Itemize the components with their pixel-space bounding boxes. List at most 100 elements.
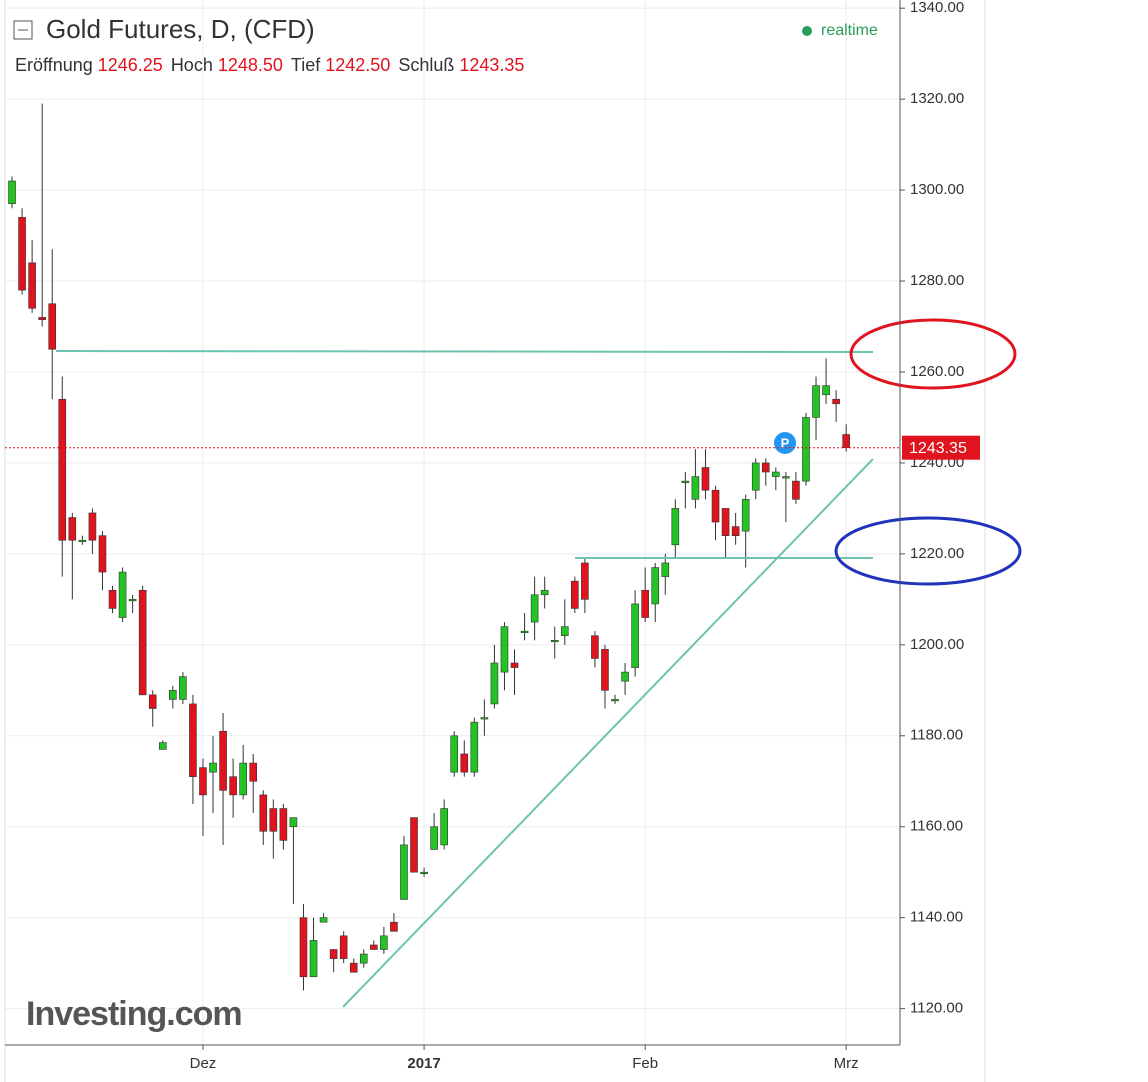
candle-body (78, 539, 87, 543)
y-tick-label: 1300.00 (910, 181, 964, 198)
candle-body (279, 808, 288, 841)
candle-body (741, 499, 750, 532)
ohlc-value: 1243.35 (459, 55, 524, 75)
p-icon-letter: P (781, 435, 790, 450)
candle-body (359, 953, 368, 964)
candle-body (309, 940, 318, 978)
candle-body (329, 949, 338, 959)
x-tick-label: Dez (190, 1055, 217, 1072)
ohlc-header: Eröffnung 1246.25 Hoch 1248.50 Tief 1242.50 Sc… (15, 55, 524, 75)
candle-body (591, 635, 599, 659)
grid (5, 0, 900, 1045)
candle-body (58, 398, 67, 541)
candle-body (169, 690, 177, 700)
candle-body (540, 589, 549, 596)
candle-body (239, 762, 247, 796)
p-icon[interactable] (774, 432, 796, 454)
candle-body (661, 562, 670, 577)
y-tick-label: 1140.00 (910, 909, 963, 926)
candle-body (651, 567, 660, 605)
candle-body (470, 721, 479, 773)
candle-body (18, 217, 26, 291)
candle-body (319, 917, 328, 923)
candles (8, 103, 850, 991)
candle-body (460, 753, 469, 773)
blue-ellipse (834, 516, 1022, 586)
candle-body (550, 639, 559, 643)
candle-body (219, 730, 227, 791)
candle-body (390, 921, 398, 932)
last-price-box (902, 435, 980, 460)
candle-body (158, 742, 167, 750)
candle-body (691, 476, 700, 500)
candle-body (380, 935, 388, 950)
candle-body (520, 630, 529, 633)
candle-body (641, 589, 649, 618)
candle-body (560, 626, 569, 637)
candle-body (138, 589, 147, 696)
candle-body (370, 944, 378, 950)
candle-body (229, 776, 237, 796)
trend-line (342, 458, 874, 1008)
candle-body (611, 699, 619, 702)
candle-body (822, 385, 830, 396)
collapse-icon[interactable] (13, 20, 33, 40)
candle-body (571, 580, 579, 609)
candle-body (761, 462, 770, 473)
ohlc-value: 1248.50 (218, 55, 283, 75)
candle-body (400, 844, 408, 900)
candle-body (349, 962, 358, 973)
candle-body (430, 826, 438, 850)
candle-body (48, 303, 57, 350)
candle-body (631, 603, 639, 668)
candle-body (450, 735, 459, 773)
candle-body (440, 808, 448, 846)
ohlc-label: Schluß (398, 55, 454, 75)
y-tick-label: 1340.00 (910, 0, 964, 16)
candle-body (601, 649, 609, 691)
candle-body (832, 398, 840, 405)
y-tick-label: 1280.00 (910, 272, 964, 289)
candle-body (711, 489, 720, 523)
candle-body (88, 512, 97, 541)
candle-body (269, 808, 278, 832)
candle-body (420, 871, 428, 874)
candle-body (510, 662, 519, 668)
candle-body (480, 717, 489, 720)
y-tick-label: 1260.00 (910, 363, 964, 380)
y-tick-label: 1220.00 (910, 545, 964, 562)
candle-body (98, 535, 107, 573)
chart-title: Gold Futures, D, (CFD) (46, 14, 315, 44)
candle-body (339, 935, 348, 959)
candle-body (289, 817, 298, 828)
candle-body (490, 662, 499, 705)
x-tick-label: Feb (632, 1055, 658, 1072)
red-ellipse (849, 318, 1017, 390)
candle-body (179, 676, 187, 700)
candle-body (128, 599, 137, 602)
last-price-label: 1243.35 (909, 440, 967, 457)
candle-body (500, 626, 509, 673)
candle-body (802, 417, 810, 482)
y-tick-label: 1120.00 (910, 1000, 963, 1017)
candle-body (118, 571, 127, 618)
y-tick-label: 1180.00 (910, 727, 963, 744)
candle-body (38, 317, 46, 320)
candle-body (259, 794, 268, 832)
candle-body (108, 589, 117, 609)
candle-body (199, 767, 207, 796)
status: realtime (821, 22, 878, 39)
candle-body (792, 480, 800, 500)
candle-body (671, 508, 680, 546)
ohlc-value: 1242.50 (325, 55, 390, 75)
candle-body (701, 467, 710, 491)
y-tick-label: 1320.00 (910, 90, 964, 107)
candle-body (299, 917, 308, 978)
watermark: Investing.com (26, 995, 242, 1033)
candle-body (530, 594, 539, 623)
status-dot (802, 26, 812, 36)
x-tick-label: Mrz (834, 1055, 859, 1072)
candle-body (410, 817, 418, 873)
ohlc-label: Hoch (171, 55, 213, 75)
